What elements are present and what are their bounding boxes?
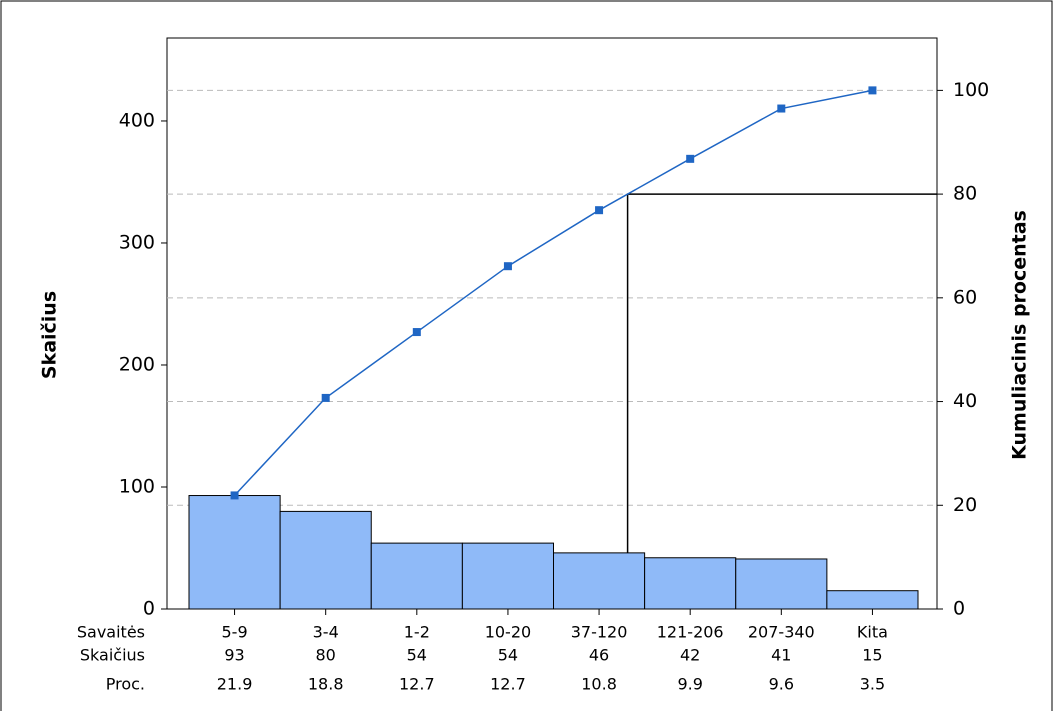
count-label: 80 <box>316 646 336 665</box>
bar <box>735 558 828 610</box>
category-label: 10-20 <box>485 623 532 642</box>
bar <box>826 590 919 610</box>
cumulative-point <box>595 206 604 215</box>
bar <box>553 552 646 610</box>
y-tick-label: 200 <box>119 353 155 375</box>
cumulative-point <box>777 104 786 113</box>
y2-tick-label: 0 <box>953 598 965 620</box>
bar <box>279 510 372 610</box>
bar <box>461 542 554 610</box>
count-label: 46 <box>589 646 609 665</box>
y2-tick-label: 80 <box>953 183 977 205</box>
y2-tick-label: 60 <box>953 286 977 308</box>
category-label: 3-4 <box>313 623 339 642</box>
y2-tick-label: 40 <box>953 390 977 412</box>
cumulative-point <box>230 491 239 500</box>
y2-tick-label: 20 <box>953 494 977 516</box>
y2-tick-label: 100 <box>953 79 989 101</box>
table-row-label: Proc. <box>106 675 145 694</box>
cumulative-point <box>412 328 421 337</box>
category-label: 5-9 <box>221 623 247 642</box>
cumulative-line <box>234 89 873 496</box>
count-label: 42 <box>680 646 700 665</box>
percent-label: 9.9 <box>677 675 702 694</box>
threshold-line <box>626 193 937 553</box>
percent-label: 3.5 <box>860 675 885 694</box>
cumulative-point <box>321 393 330 402</box>
count-label: 15 <box>862 646 882 665</box>
cumulative-point <box>503 262 512 271</box>
y-tick-label: 0 <box>143 598 155 620</box>
category-label: 37-120 <box>571 623 628 642</box>
category-label: 1-2 <box>404 623 430 642</box>
category-label: Kita <box>857 623 888 642</box>
count-label: 93 <box>224 646 244 665</box>
y-tick-label: 300 <box>119 231 155 253</box>
percent-label: 9.6 <box>769 675 794 694</box>
percent-label: 12.7 <box>490 675 526 694</box>
percent-label: 10.8 <box>581 675 617 694</box>
category-label: 121-206 <box>657 623 724 642</box>
bar <box>370 542 463 610</box>
bar <box>188 495 281 610</box>
y-tick-label: 400 <box>119 109 155 131</box>
percent-label: 18.8 <box>308 675 344 694</box>
percent-label: 21.9 <box>217 675 253 694</box>
bar <box>644 557 737 610</box>
table-row-label: Skaičius <box>80 646 145 665</box>
y-axis-title: Skaičius <box>39 291 61 379</box>
y2-axis-title: Kumuliacinis procentas <box>1009 210 1031 460</box>
category-label: 207-340 <box>748 623 815 642</box>
count-label: 41 <box>771 646 791 665</box>
cumulative-point <box>686 154 695 163</box>
table-row-label: Savaitės <box>77 623 145 642</box>
y-tick-label: 100 <box>119 475 155 497</box>
percent-label: 12.7 <box>399 675 435 694</box>
count-label: 54 <box>498 646 518 665</box>
count-label: 54 <box>407 646 427 665</box>
cumulative-point <box>868 86 877 95</box>
